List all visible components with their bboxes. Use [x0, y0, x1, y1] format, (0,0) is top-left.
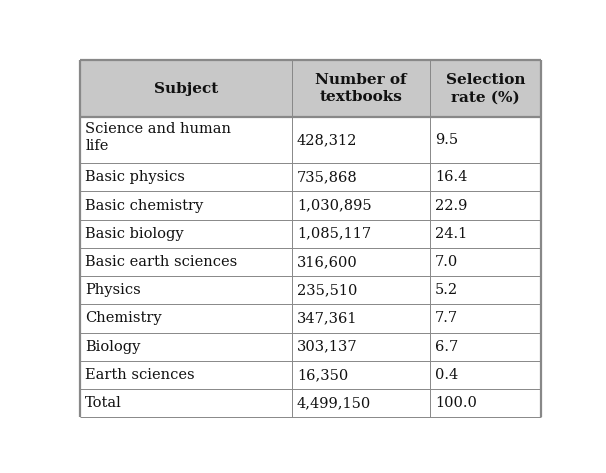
- Text: 428,312: 428,312: [297, 133, 357, 147]
- Bar: [81, 117, 541, 163]
- Text: 4,499,150: 4,499,150: [297, 396, 371, 410]
- Text: Basic biology: Basic biology: [85, 227, 184, 241]
- Text: 24.1: 24.1: [435, 227, 467, 241]
- Text: Subject: Subject: [154, 82, 218, 96]
- Bar: [81, 61, 541, 117]
- Bar: [81, 276, 541, 304]
- Text: Basic earth sciences: Basic earth sciences: [85, 255, 238, 269]
- Text: Science and human
life: Science and human life: [85, 122, 231, 153]
- Text: Physics: Physics: [85, 283, 141, 297]
- Text: Basic physics: Basic physics: [85, 170, 185, 184]
- Bar: [81, 192, 541, 219]
- Text: 16,350: 16,350: [297, 368, 348, 382]
- Text: Biology: Biology: [85, 340, 141, 354]
- Text: Earth sciences: Earth sciences: [85, 368, 195, 382]
- Text: 735,868: 735,868: [297, 170, 358, 184]
- Text: 16.4: 16.4: [435, 170, 467, 184]
- Text: Selection
rate (%): Selection rate (%): [446, 73, 525, 105]
- Bar: [81, 163, 541, 192]
- Text: Total: Total: [85, 396, 122, 410]
- Bar: [81, 248, 541, 276]
- Text: 347,361: 347,361: [297, 312, 358, 325]
- Bar: [81, 304, 541, 333]
- Bar: [81, 361, 541, 389]
- Text: 316,600: 316,600: [297, 255, 358, 269]
- Text: 235,510: 235,510: [297, 283, 357, 297]
- Text: 7.7: 7.7: [435, 312, 458, 325]
- Text: 5.2: 5.2: [435, 283, 458, 297]
- Bar: [81, 389, 541, 417]
- Bar: [81, 333, 541, 361]
- Text: Basic chemistry: Basic chemistry: [85, 199, 204, 212]
- Bar: [81, 219, 541, 248]
- Text: 6.7: 6.7: [435, 340, 458, 354]
- Text: 22.9: 22.9: [435, 199, 467, 212]
- Text: 303,137: 303,137: [297, 340, 358, 354]
- Text: 7.0: 7.0: [435, 255, 458, 269]
- Text: Chemistry: Chemistry: [85, 312, 162, 325]
- Text: 100.0: 100.0: [435, 396, 477, 410]
- Text: Number of
textbooks: Number of textbooks: [315, 73, 407, 105]
- Text: 1,085,117: 1,085,117: [297, 227, 371, 241]
- Text: 1,030,895: 1,030,895: [297, 199, 371, 212]
- Text: 9.5: 9.5: [435, 133, 458, 147]
- Text: 0.4: 0.4: [435, 368, 458, 382]
